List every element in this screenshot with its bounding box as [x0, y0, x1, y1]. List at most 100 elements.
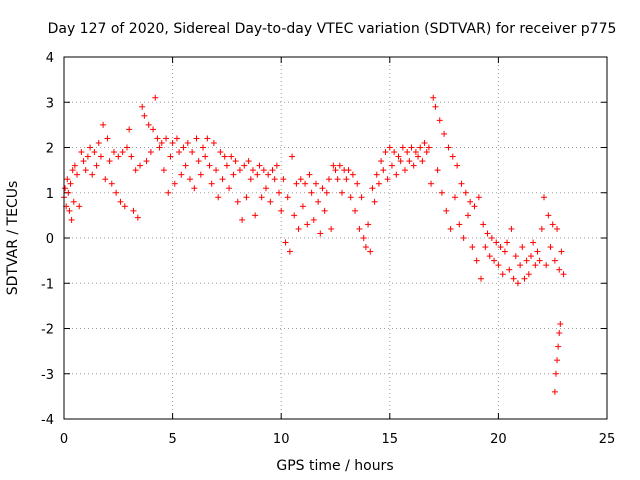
- data-point: [128, 153, 135, 160]
- data-point: [358, 194, 365, 201]
- data-point: [154, 135, 161, 142]
- data-point: [182, 162, 189, 169]
- data-point: [302, 180, 309, 187]
- data-point: [397, 158, 404, 165]
- data-point: [67, 180, 74, 187]
- data-point: [325, 176, 332, 183]
- data-point: [510, 275, 517, 282]
- data-point: [447, 225, 454, 232]
- data-point: [402, 167, 409, 174]
- data-point: [64, 176, 71, 183]
- data-point: [521, 275, 528, 282]
- data-point: [428, 180, 435, 187]
- data-point: [419, 158, 426, 165]
- y-axis-label: SDTVAR / TECUs: [5, 181, 21, 296]
- data-point: [76, 203, 83, 210]
- data-point: [262, 185, 269, 192]
- data-point: [286, 248, 293, 255]
- data-point: [378, 158, 385, 165]
- data-point: [206, 162, 213, 169]
- data-point: [328, 225, 335, 232]
- data-point: [345, 167, 352, 174]
- data-point: [512, 253, 519, 260]
- data-point: [232, 158, 239, 165]
- data-point: [191, 185, 198, 192]
- data-point: [70, 198, 77, 205]
- data-point: [434, 167, 441, 174]
- data-point: [334, 176, 341, 183]
- data-point: [213, 167, 220, 174]
- data-points: [61, 94, 567, 395]
- data-point: [362, 244, 369, 251]
- data-point: [436, 117, 443, 124]
- y-tick-label: -3: [41, 368, 54, 383]
- data-point: [241, 162, 248, 169]
- data-point: [280, 176, 287, 183]
- data-point: [432, 103, 439, 110]
- data-point: [312, 180, 319, 187]
- data-point: [554, 357, 561, 364]
- data-point: [195, 158, 202, 165]
- data-point: [156, 144, 163, 151]
- data-point: [456, 221, 463, 228]
- data-point: [410, 162, 417, 169]
- data-point: [165, 189, 172, 196]
- data-point: [89, 171, 96, 178]
- data-point: [369, 185, 376, 192]
- data-point: [189, 149, 196, 156]
- data-point: [254, 171, 261, 178]
- data-point: [495, 262, 502, 269]
- data-point: [293, 180, 300, 187]
- data-point: [373, 171, 380, 178]
- y-tick-label: 2: [46, 142, 54, 157]
- data-point: [160, 167, 167, 174]
- data-point: [139, 103, 146, 110]
- data-point: [560, 271, 567, 278]
- data-point: [336, 162, 343, 169]
- data-point: [282, 239, 289, 246]
- data-point: [69, 167, 76, 174]
- data-point: [543, 262, 550, 269]
- data-point: [551, 257, 558, 264]
- data-point: [215, 194, 222, 201]
- data-point: [532, 262, 539, 269]
- data-point: [360, 235, 367, 241]
- data-point: [150, 126, 157, 133]
- data-point: [438, 189, 445, 196]
- data-point: [132, 167, 139, 174]
- data-point: [556, 330, 563, 337]
- data-point: [404, 149, 411, 156]
- data-point: [289, 153, 296, 160]
- data-point: [321, 207, 328, 214]
- data-point: [501, 248, 508, 255]
- data-point: [184, 139, 191, 146]
- data-point: [245, 158, 252, 165]
- data-point: [408, 144, 415, 151]
- data-point: [145, 121, 152, 128]
- data-point: [134, 214, 141, 221]
- data-point: [243, 194, 250, 201]
- data-point: [80, 158, 87, 165]
- data-point: [119, 149, 126, 156]
- data-point: [536, 257, 543, 264]
- data-point: [123, 144, 130, 151]
- data-point: [304, 221, 311, 228]
- data-point: [506, 266, 513, 273]
- data-point: [319, 185, 326, 192]
- data-point: [84, 153, 91, 160]
- y-tick-label: 3: [46, 96, 54, 111]
- data-point: [65, 189, 72, 196]
- data-point: [102, 176, 109, 183]
- x-tick-label: 5: [168, 432, 176, 447]
- data-point: [519, 244, 526, 251]
- data-point: [121, 203, 128, 210]
- data-point: [471, 203, 478, 210]
- data-point: [323, 189, 330, 196]
- data-point: [558, 248, 565, 255]
- data-point: [399, 144, 406, 151]
- data-point: [393, 171, 400, 178]
- data-point: [356, 225, 363, 232]
- data-point: [71, 162, 78, 169]
- data-point: [104, 135, 111, 142]
